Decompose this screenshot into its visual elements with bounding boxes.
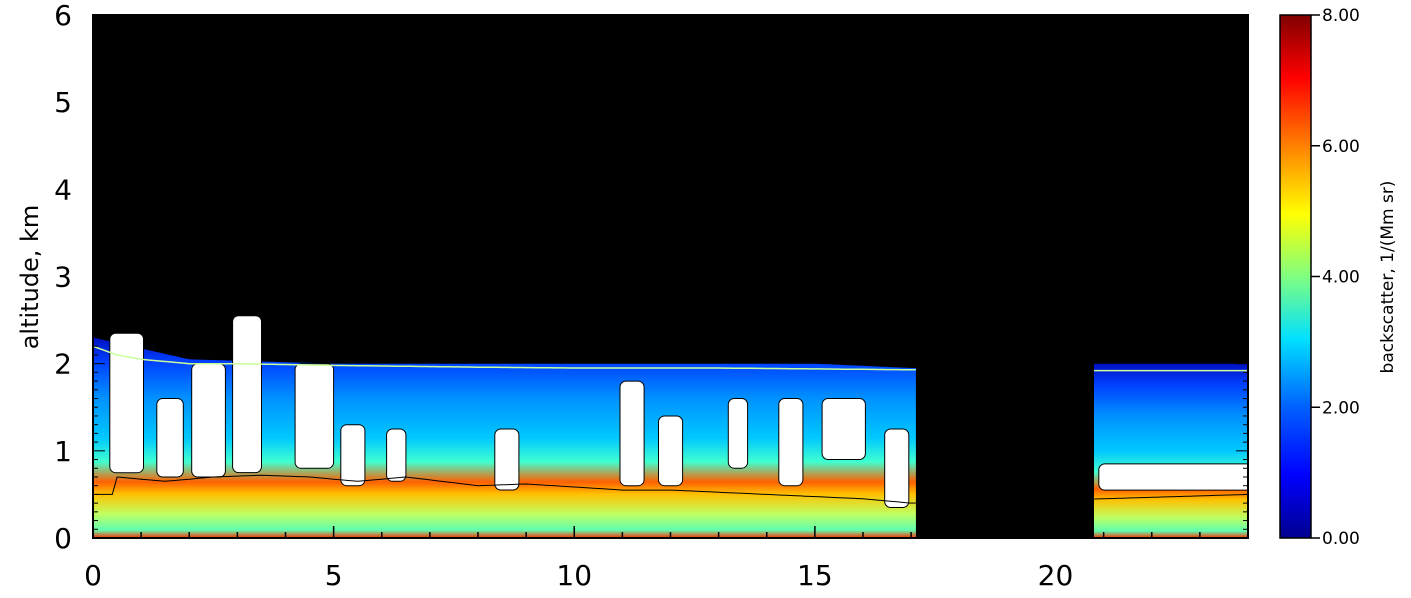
- x-tick-label: 5: [325, 559, 343, 592]
- y-tick-label: 0: [54, 522, 72, 555]
- cloud-patch-6: [340, 424, 366, 487]
- y-axis-title: altitude, km: [16, 205, 44, 350]
- cloud-patch-3: [191, 363, 226, 478]
- cloud-patch-9: [619, 380, 645, 487]
- cloud-patch-15: [1098, 463, 1248, 491]
- y-tick-label: 1: [54, 435, 72, 468]
- cloud-patch-2: [156, 398, 184, 478]
- y-tick-label: 5: [54, 86, 72, 119]
- y-tick-labels: 0 1 2 3 4 5 6: [54, 0, 72, 555]
- y-tick-label: 2: [54, 348, 72, 381]
- x-tick-label: 10: [556, 559, 592, 592]
- colorbar-tick-label: 0.00: [1322, 529, 1360, 549]
- backscatter-field: [93, 315, 1248, 538]
- bl-top-line-1: [93, 345, 916, 371]
- cloud-base-contour-1: [93, 474, 916, 504]
- colorbar-title: backscatter, 1/(Mm sr): [1378, 181, 1398, 374]
- cloud-base-contour-2: [1093, 493, 1248, 500]
- x-tick-label: 20: [1038, 559, 1074, 592]
- colorbar-tick-label: 2.00: [1322, 398, 1360, 418]
- colorbar: [1279, 14, 1312, 539]
- cloud-patch-4: [232, 315, 263, 474]
- cloud-patch-13: [821, 398, 866, 460]
- axis-ticks: [92, 14, 1249, 539]
- cloud-patch-5: [294, 363, 335, 469]
- y-tick-label: 3: [54, 261, 72, 294]
- colorbar-ticks: 0.00 2.00 4.00 6.00 8.00: [1311, 6, 1360, 549]
- cloud-patch-8: [494, 428, 520, 491]
- cloud-patch-12: [778, 398, 804, 487]
- x-tick-label: 15: [797, 559, 833, 592]
- cloud-patch-10: [658, 415, 684, 487]
- cloud-patch-14: [884, 428, 910, 508]
- x-tick-label: 0: [84, 559, 102, 592]
- colorbar-tick-label: 6.00: [1322, 137, 1360, 157]
- colorbar-tick-label: 4.00: [1322, 268, 1360, 288]
- cloud-patch-7: [386, 428, 407, 482]
- y-tick-label: 4: [54, 173, 72, 206]
- cloud-patch-11: [727, 398, 749, 469]
- cloud-patch-1: [109, 332, 145, 474]
- colorbar-tick-label: 8.00: [1322, 6, 1360, 26]
- aerosol-layer-2: [1094, 363, 1248, 538]
- x-tick-labels: 0 5 10 15 20: [84, 559, 1073, 592]
- y-tick-label: 6: [54, 0, 72, 32]
